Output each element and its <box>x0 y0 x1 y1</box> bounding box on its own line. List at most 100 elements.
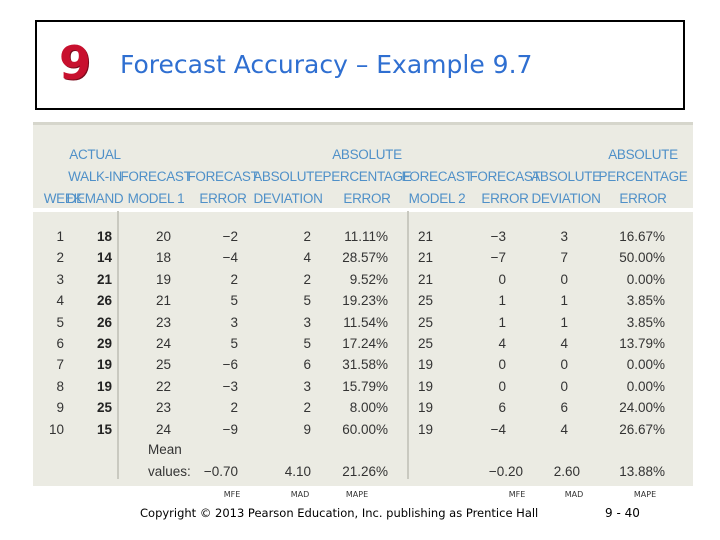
table-cell: 1 <box>560 314 568 330</box>
table-cell: 19.23% <box>342 293 388 309</box>
title-box: 9 Forecast Accuracy – Example 9.7 <box>35 20 685 110</box>
column-header: ERROR <box>619 191 667 206</box>
table-cell: 3 <box>303 314 311 330</box>
page-number: 9 - 40 <box>605 506 640 520</box>
table-cell: 1 <box>498 293 506 309</box>
table-cell: 1 <box>56 229 64 244</box>
table-cell: 9.52% <box>349 271 388 287</box>
column-header: DEVIATION <box>253 191 323 206</box>
table-cell: 0.00% <box>626 271 665 287</box>
table-cell: 2 <box>303 229 311 244</box>
summary-mfe1: −0.70 <box>203 464 238 479</box>
table-cell: −6 <box>222 357 238 373</box>
forecast-table: WEEK ACTUAL WALK-IN DEMAND FORECAST MODEL 1 FO… <box>33 122 693 486</box>
table-cell: 5 <box>230 293 238 309</box>
table-cell: 19 <box>417 378 433 394</box>
table-cell: 19 <box>417 421 433 437</box>
summary-label: Mean <box>148 442 182 457</box>
table-cell: 18 <box>155 250 171 266</box>
summary-mape2: 13.88% <box>619 464 665 479</box>
slide-title: Forecast Accuracy – Example 9.7 <box>120 50 533 79</box>
table-cell: 15.79% <box>342 378 388 394</box>
table-cell: 10 <box>48 421 64 437</box>
table-cell: 4 <box>560 421 568 437</box>
table-cell: 21 <box>417 250 433 266</box>
table-cell: 21 <box>417 271 433 287</box>
column-header: PERCENTAGE <box>322 169 412 184</box>
mini-label: MAD <box>564 490 584 499</box>
summary-mad1: 4.10 <box>284 464 311 479</box>
table-cell: 26.67% <box>619 421 665 437</box>
table-cell: 21 <box>417 229 433 244</box>
table-cell: 28.57% <box>342 250 388 266</box>
table-cell: 19 <box>417 400 433 416</box>
table-cell: 21 <box>155 293 171 309</box>
table-cell: 6 <box>560 400 568 416</box>
table-cell: 24.00% <box>619 400 665 416</box>
table-cell: 26 <box>96 293 112 309</box>
table-cell: 19 <box>417 357 433 373</box>
mini-label: MAPE <box>345 490 369 499</box>
table-cell: 3.85% <box>626 293 665 309</box>
table-cell: 21 <box>96 271 112 287</box>
column-header: MODEL 2 <box>408 191 466 206</box>
table-cell: 26 <box>96 314 112 330</box>
table-cell: 50.00% <box>619 250 665 266</box>
table-cell: 0.00% <box>626 357 665 373</box>
table-cell: 5 <box>56 314 64 330</box>
table-cell: −2 <box>222 229 238 244</box>
column-header: PERCENTAGE <box>598 169 688 184</box>
table-cell: 25 <box>155 357 171 373</box>
table-cell: 29 <box>96 336 112 351</box>
column-header: WALK-IN <box>68 169 122 184</box>
column-header: ERROR <box>199 191 247 206</box>
column-divider <box>117 211 119 479</box>
table-cell: 31.58% <box>342 357 388 373</box>
column-header: FORECAST <box>401 169 473 184</box>
table-cell: 0 <box>560 271 568 287</box>
table-cell: 25 <box>417 314 433 330</box>
table-cell: −9 <box>222 421 238 437</box>
table-cell: 3 <box>56 271 64 287</box>
table-cell: −4 <box>490 421 506 437</box>
table-cell: 1 <box>498 314 506 330</box>
copyright-footer: Copyright © 2013 Pearson Education, Inc.… <box>140 506 539 520</box>
mini-label: MFE <box>508 490 526 499</box>
table-cell: 3 <box>230 314 238 330</box>
mini-label: MAD <box>290 490 310 499</box>
table-cell: 7 <box>56 357 64 373</box>
column-header: FORECAST <box>469 169 541 184</box>
table-cell: 0 <box>498 378 506 394</box>
table-cell: 4 <box>498 336 506 351</box>
table-cell: 5 <box>303 336 311 351</box>
column-header: ABSOLUTE <box>531 169 601 184</box>
table-cell: 11.11% <box>344 229 388 244</box>
summary-mape1: 21.26% <box>342 464 388 479</box>
table-cell: 8.00% <box>349 400 388 416</box>
table-cell: 2 <box>230 400 238 416</box>
column-header: ABSOLUTE <box>608 147 678 162</box>
table-cell: 3.85% <box>626 314 665 330</box>
table-cell: 24 <box>155 421 171 437</box>
table-cell: 24 <box>155 336 171 351</box>
column-header: MODEL 1 <box>127 191 185 206</box>
header-separator <box>33 208 693 212</box>
table-cell: 25 <box>417 336 433 351</box>
table-cell: 1 <box>560 293 568 309</box>
column-header: WEEK <box>43 191 83 206</box>
table-cell: 7 <box>560 250 568 266</box>
table-cell: 0 <box>498 357 506 373</box>
column-header: ABSOLUTE <box>332 147 402 162</box>
table-cell: 0.00% <box>626 378 665 394</box>
table-cell: 19 <box>96 378 112 394</box>
table-cell: 0 <box>498 271 506 287</box>
table-cell: −3 <box>222 378 238 394</box>
table-cell: 11.54% <box>343 314 388 330</box>
mini-label: MFE <box>223 490 241 499</box>
table-cell: 20 <box>155 229 171 244</box>
table-cell: 4 <box>56 293 64 309</box>
column-header: ACTUAL <box>69 147 121 162</box>
table-cell: 17.24% <box>342 336 388 351</box>
table-cell: −4 <box>222 250 238 266</box>
table-cell: −7 <box>490 250 506 266</box>
